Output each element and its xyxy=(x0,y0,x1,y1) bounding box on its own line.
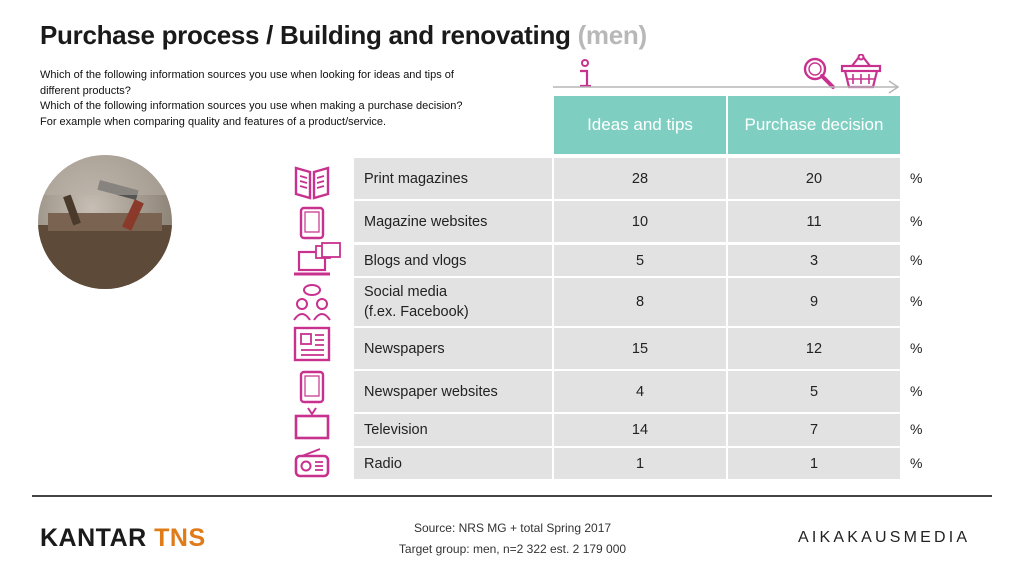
value-purchase: 20 xyxy=(728,158,900,199)
row-label-line: (f.ex. Facebook) xyxy=(364,304,469,320)
table-row: Newspaper websites 4 5 xyxy=(354,371,900,412)
percent-unit: % xyxy=(910,251,923,268)
toolbox-photo xyxy=(38,155,172,289)
row-label-line: Blogs and vlogs xyxy=(364,252,467,269)
value-purchase: 11 xyxy=(728,201,900,242)
logo-kantar-text: KANTAR xyxy=(40,524,147,552)
magnifier-icon xyxy=(803,57,835,89)
percent-unit: % xyxy=(910,169,923,186)
column-header-purchase: Purchase decision xyxy=(728,96,900,154)
table-row: Social media (f.ex. Facebook) 8 9 xyxy=(354,278,900,326)
tablet-icon xyxy=(299,370,325,404)
shopping-basket-icon xyxy=(840,54,882,89)
question-line: For example when comparing quality and f… xyxy=(40,115,387,128)
row-label-line: Television xyxy=(364,422,428,438)
table-row: Magazine websites 10 11 xyxy=(354,201,900,242)
source-note: Source: NRS MG + total Spring 2017 Targe… xyxy=(350,518,675,560)
value-purchase: 1 xyxy=(728,448,900,479)
row-label: Print magazines xyxy=(354,158,552,199)
row-label: Social media (f.ex. Facebook) xyxy=(354,278,552,326)
logo-tns-text: TNS xyxy=(154,524,206,552)
question-line: Which of the following information sourc… xyxy=(40,69,454,81)
tablet-icon xyxy=(299,206,325,240)
percent-unit: % xyxy=(910,212,923,229)
aikakausmedia-logo: AIKAKAUSMEDIA xyxy=(798,529,971,546)
row-label: Radio xyxy=(354,448,552,479)
row-label: Newspapers xyxy=(354,328,552,369)
value-ideas: 15 xyxy=(554,328,726,369)
row-label-line: Newspapers xyxy=(364,340,445,357)
percent-unit: % xyxy=(910,293,923,309)
percent-unit: % xyxy=(910,421,923,437)
value-purchase: 9 xyxy=(728,278,900,326)
row-label: Magazine websites xyxy=(354,201,552,242)
laptop-icon xyxy=(294,242,341,276)
value-ideas: 4 xyxy=(554,371,726,412)
source-line: Source: NRS MG + total Spring 2017 xyxy=(413,521,612,535)
process-arrow xyxy=(553,80,900,94)
value-ideas: 8 xyxy=(554,278,726,326)
title-suffix: (men) xyxy=(577,20,648,50)
magazine-icon xyxy=(294,166,330,200)
info-icon xyxy=(580,59,591,88)
value-purchase: 7 xyxy=(728,414,900,446)
value-ideas: 10 xyxy=(554,201,726,242)
table-row: Newspapers 15 12 xyxy=(354,328,900,369)
kantar-tns-logo: KANTAR TNS xyxy=(40,524,206,553)
percent-unit: % xyxy=(910,454,923,471)
target-group-line: Target group: men, n=2 322 est. 2 179 00… xyxy=(398,542,627,556)
table-row: Print magazines 28 20 xyxy=(354,158,900,199)
row-label-line: Newspaper websites xyxy=(364,383,498,400)
value-ideas: 1 xyxy=(554,448,726,479)
page-title: Purchase process / Building and renovati… xyxy=(40,20,647,51)
value-purchase: 5 xyxy=(728,371,900,412)
value-purchase: 12 xyxy=(728,328,900,369)
table-row: Blogs and vlogs 5 3 xyxy=(354,245,900,276)
row-label: Blogs and vlogs xyxy=(354,245,552,276)
newspaper-icon xyxy=(293,326,331,362)
column-header-ideas: Ideas and tips xyxy=(554,96,726,154)
percent-unit: % xyxy=(910,382,923,399)
row-label-line: Social media xyxy=(364,284,448,300)
question-line: Which of the following information sourc… xyxy=(40,100,463,112)
title-main: Purchase process / Building and renovati… xyxy=(40,20,571,50)
row-label-line: Print magazines xyxy=(364,170,468,187)
question-line: different products? xyxy=(40,84,131,97)
tv-icon xyxy=(294,407,330,440)
value-ideas: 14 xyxy=(554,414,726,446)
value-ideas: 5 xyxy=(554,245,726,276)
table-row: Television 14 7 xyxy=(354,414,900,446)
radio-icon xyxy=(294,448,330,478)
row-label-line: Radio xyxy=(364,455,402,472)
footer-divider xyxy=(32,495,992,497)
row-label: Newspaper websites xyxy=(354,371,552,412)
value-ideas: 28 xyxy=(554,158,726,199)
question-text: Which of the following information sourc… xyxy=(40,68,510,130)
people-icon xyxy=(293,284,331,321)
table-row: Radio 1 1 xyxy=(354,448,900,479)
value-purchase: 3 xyxy=(728,245,900,276)
row-label: Television xyxy=(354,414,552,446)
percent-unit: % xyxy=(910,339,923,356)
row-label-line: Magazine websites xyxy=(364,213,488,230)
